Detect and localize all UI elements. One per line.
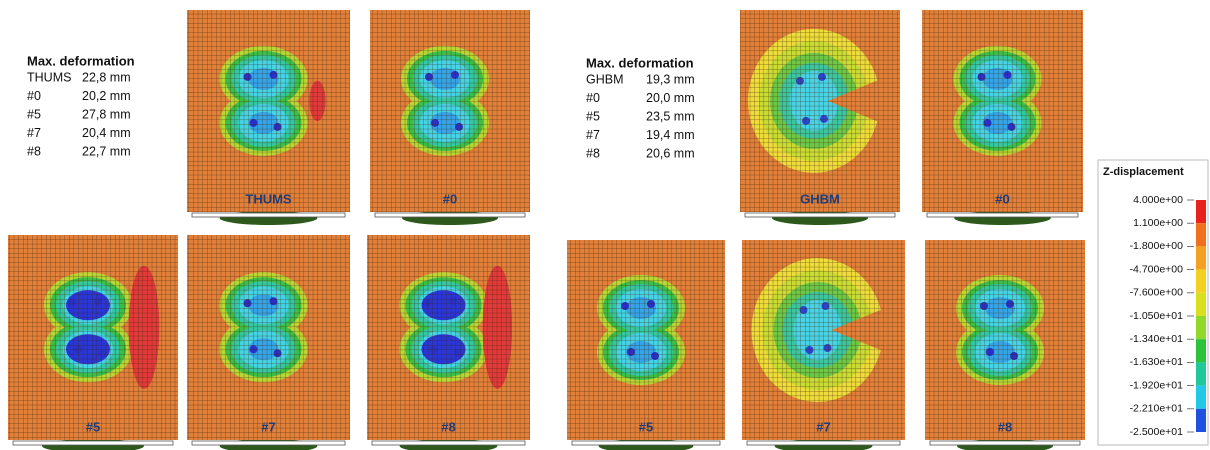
panel: #8 (367, 235, 530, 450)
panel-label: #0 (995, 191, 1009, 206)
row-label: #0 (586, 91, 600, 105)
panel: #7 (187, 235, 350, 450)
mesh (187, 235, 350, 440)
panel: #7 (742, 240, 905, 450)
mesh (740, 10, 900, 212)
colorbar-segment (1196, 386, 1206, 409)
mesh (742, 240, 905, 440)
row-value: 23,5 mm (646, 109, 695, 123)
panel-label: #7 (816, 419, 830, 434)
mesh (922, 10, 1083, 212)
panel-label: #8 (441, 419, 455, 434)
colorbar-segment (1196, 362, 1206, 385)
panel: #8 (925, 240, 1085, 450)
row-value: 20,4 mm (82, 126, 131, 140)
panel: THUMS (187, 10, 350, 225)
plate-strip (745, 213, 895, 217)
panel-label: #8 (998, 419, 1012, 434)
legend-tick-label: 1.100e+00 (1133, 217, 1183, 229)
plate-strip (930, 441, 1080, 445)
table-title: Max. deformation (586, 55, 694, 70)
row-value: 20,6 mm (646, 146, 695, 160)
row-label: #8 (27, 144, 41, 158)
legend-tick-label: -1.050e+01 (1130, 310, 1184, 322)
row-value: 22,8 mm (82, 70, 131, 84)
mesh (925, 240, 1085, 440)
mesh (187, 10, 350, 212)
row-value: 20,0 mm (646, 91, 695, 105)
row-label: #5 (586, 109, 600, 123)
panel-label: THUMS (245, 191, 292, 206)
legend-tick-label: 4.000e+00 (1133, 194, 1183, 206)
legend-tick-label: -2.210e+01 (1130, 403, 1184, 415)
colorbar-segment (1196, 409, 1206, 432)
row-label: #7 (586, 128, 600, 142)
panel: #0 (370, 10, 530, 225)
legend-tick-label: -4.700e+00 (1130, 263, 1184, 275)
legend-tick-label: -7.600e+00 (1130, 287, 1184, 299)
panel: GHBM (740, 10, 900, 225)
row-label: #8 (586, 146, 600, 160)
mesh (370, 10, 530, 212)
row-value: 22,7 mm (82, 144, 131, 158)
legend-title: Z-displacement (1103, 166, 1184, 178)
colorbar-segment (1196, 293, 1206, 316)
figure: Max. deformation THUMS 22,8 mm #0 20,2 mm #5 2… (0, 0, 1210, 450)
plate-strip (375, 213, 525, 217)
panel-label: #0 (443, 191, 457, 206)
panel-label: #7 (261, 419, 275, 434)
colorbar-segment (1196, 200, 1206, 223)
panel: #5 (567, 240, 725, 450)
plate-strip (13, 441, 173, 445)
colorbar-segment (1196, 316, 1206, 339)
legend-tick-label: -1.920e+01 (1130, 379, 1184, 391)
row-label: #0 (27, 89, 41, 103)
row-label: GHBM (586, 72, 624, 86)
plate-strip (927, 213, 1078, 217)
mesh (567, 240, 725, 440)
row-value: 19,3 mm (646, 72, 695, 86)
legend-tick-label: -1.800e+00 (1130, 240, 1184, 252)
legend-tick-label: -1.340e+01 (1130, 333, 1184, 345)
mesh (367, 235, 530, 440)
table-title: Max. deformation (27, 53, 135, 68)
row-label: #7 (27, 126, 41, 140)
panel-label: #5 (639, 419, 653, 434)
colorbar-segment (1196, 246, 1206, 269)
plate-strip (572, 441, 720, 445)
row-label: #5 (27, 107, 41, 121)
colorbar-segment (1196, 223, 1206, 246)
mesh (8, 235, 178, 440)
legend-tick-label: -2.500e+01 (1130, 426, 1184, 438)
plate-strip (372, 441, 525, 445)
row-value: 20,2 mm (82, 89, 131, 103)
legend-tick-label: -1.630e+01 (1130, 356, 1184, 368)
panel: #0 (922, 10, 1083, 225)
row-value: 27,8 mm (82, 107, 131, 121)
panel-label: #5 (86, 419, 100, 434)
plate-strip (192, 213, 345, 217)
plate-strip (192, 441, 345, 445)
row-label: THUMS (27, 70, 71, 84)
panel: #5 (8, 235, 178, 450)
panel-label: GHBM (800, 191, 840, 206)
row-value: 19,4 mm (646, 128, 695, 142)
plate-strip (747, 441, 900, 445)
colorbar-segment (1196, 339, 1206, 362)
colorbar-segment (1196, 270, 1206, 293)
